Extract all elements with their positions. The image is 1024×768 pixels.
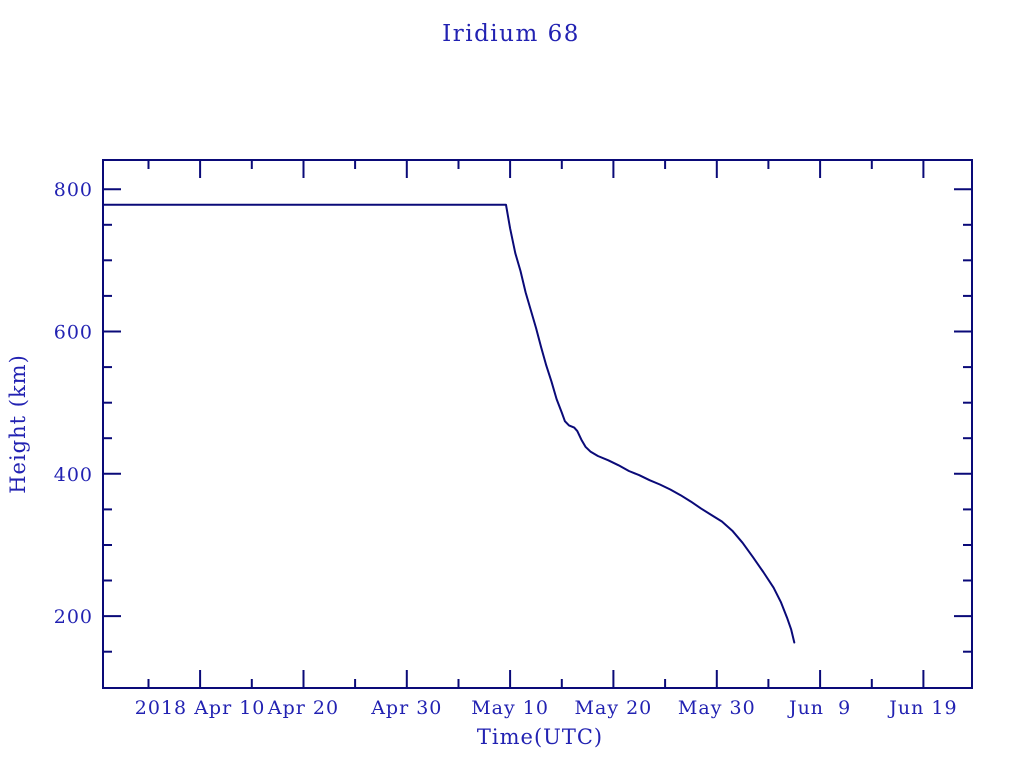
x-tick-label: May 30 — [678, 697, 756, 719]
x-tick-label: Jun 9 — [787, 697, 851, 719]
x-tick-label: May 20 — [575, 697, 653, 719]
y-tick-label: 200 — [54, 606, 93, 628]
chart-title: Iridium 68 — [442, 21, 580, 47]
x-tick-label: Apr 30 — [370, 697, 442, 719]
y-axis-label: Height (km) — [6, 354, 30, 494]
plot-frame — [102, 159, 973, 689]
x-tick-label: Apr 20 — [267, 697, 339, 719]
axis-ticks — [103, 160, 972, 688]
frame-rect — [102, 159, 973, 689]
x-axis-label: Time(UTC) — [477, 725, 603, 749]
x-tick-label: Jun 19 — [887, 697, 957, 719]
data-series — [102, 203, 796, 644]
x-tick-label: May 10 — [471, 697, 549, 719]
height-curve — [102, 203, 796, 644]
y-tick-label: 600 — [54, 322, 93, 344]
y-tick-label: 800 — [54, 179, 93, 201]
tick-labels: 2018 Apr 10 Apr 20 Apr 30 May 10 May 20 May 3… — [54, 179, 957, 719]
x-tick-label: 2018 Apr 10 — [135, 697, 266, 719]
y-tick-label: 400 — [54, 464, 93, 486]
